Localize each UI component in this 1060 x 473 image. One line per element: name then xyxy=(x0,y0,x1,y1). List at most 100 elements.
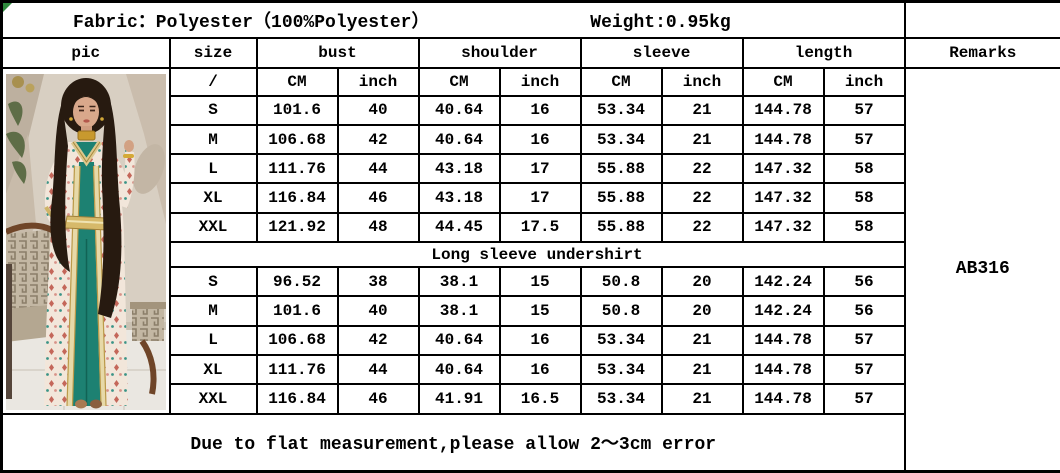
measurement-cell: 96.52 xyxy=(257,267,338,296)
top-right-empty-cell xyxy=(905,2,1060,38)
measurement-cell: 17.5 xyxy=(500,213,581,242)
col-header-sleeve: sleeve xyxy=(581,38,743,68)
size-label-cell: XL xyxy=(170,183,257,212)
measurement-cell: 20 xyxy=(662,296,743,325)
measurement-cell: 144.78 xyxy=(743,355,824,384)
measurement-cell: 55.88 xyxy=(581,183,662,212)
measurement-cell: 144.78 xyxy=(743,326,824,355)
measurement-cell: 57 xyxy=(824,96,905,125)
col-header-shoulder: shoulder xyxy=(419,38,581,68)
measurement-cell: 40.64 xyxy=(419,326,500,355)
measurement-cell: 22 xyxy=(662,183,743,212)
measurement-cell: 53.34 xyxy=(581,125,662,154)
size-label-cell: XL xyxy=(170,355,257,384)
weight-label: Weight:0.95kg xyxy=(590,13,730,33)
measurement-cell: 116.84 xyxy=(257,384,338,413)
length-inch-header: inch xyxy=(824,68,905,96)
fabric-label: Fabric：Polyester（100%Polyester） xyxy=(73,13,429,33)
measurement-cell: 55.88 xyxy=(581,154,662,183)
measurement-cell: 147.32 xyxy=(743,154,824,183)
sleeve-cm-header: CM xyxy=(581,68,662,96)
sleeve-inch-header: inch xyxy=(662,68,743,96)
measurement-cell: 57 xyxy=(824,355,905,384)
column-header-row: pic size bust shoulder sleeve length Rem… xyxy=(2,38,1060,68)
measurement-cell: 41.91 xyxy=(419,384,500,413)
measurement-cell: 16 xyxy=(500,355,581,384)
measurement-cell: 57 xyxy=(824,384,905,413)
size-unit-cell: / xyxy=(170,68,257,96)
col-header-length: length xyxy=(743,38,905,68)
bracelet xyxy=(123,154,134,158)
length-cm-header: CM xyxy=(743,68,824,96)
measurement-cell: 144.78 xyxy=(743,125,824,154)
measurement-cell: 53.34 xyxy=(581,355,662,384)
col-header-pic: pic xyxy=(2,38,170,68)
measurement-cell: 43.18 xyxy=(419,183,500,212)
size-label-cell: L xyxy=(170,154,257,183)
measurement-cell: 101.6 xyxy=(257,96,338,125)
fabric-weight-cell: Fabric：Polyester（100%Polyester） Weight:0… xyxy=(2,2,905,38)
measurement-cell: 21 xyxy=(662,96,743,125)
measurement-cell: 21 xyxy=(662,355,743,384)
unit-header-row: / CM inch CM inch CM inch CM inch AB316 xyxy=(2,68,1060,96)
measurement-cell: 40 xyxy=(338,96,419,125)
measurement-cell: 144.78 xyxy=(743,384,824,413)
measurement-cell: 16.5 xyxy=(500,384,581,413)
measurement-cell: 50.8 xyxy=(581,296,662,325)
measurement-cell: 42 xyxy=(338,125,419,154)
product-photo xyxy=(6,74,166,410)
measurement-cell: 58 xyxy=(824,213,905,242)
col-header-bust: bust xyxy=(257,38,419,68)
measurement-cell: 58 xyxy=(824,183,905,212)
measurement-cell: 50.8 xyxy=(581,267,662,296)
measurement-cell: 111.76 xyxy=(257,355,338,384)
measurement-cell: 53.34 xyxy=(581,384,662,413)
measurement-cell: 44 xyxy=(338,154,419,183)
choker xyxy=(78,131,95,140)
size-label-cell: M xyxy=(170,296,257,325)
measurement-cell: 46 xyxy=(338,183,419,212)
measurement-cell: 48 xyxy=(338,213,419,242)
measurement-cell: 40.64 xyxy=(419,125,500,154)
measurement-cell: 15 xyxy=(500,267,581,296)
size-label-cell: S xyxy=(170,96,257,125)
shoulder-cm-header: CM xyxy=(419,68,500,96)
measurement-cell: 55.88 xyxy=(581,213,662,242)
measurement-cell: 106.68 xyxy=(257,326,338,355)
size-label-cell: S xyxy=(170,267,257,296)
measurement-cell: 21 xyxy=(662,384,743,413)
size-label-cell: M xyxy=(170,125,257,154)
title-row: Fabric：Polyester（100%Polyester） Weight:0… xyxy=(2,2,1060,38)
bust-inch-header: inch xyxy=(338,68,419,96)
measurement-cell: 57 xyxy=(824,125,905,154)
size-label-cell: L xyxy=(170,326,257,355)
measurement-cell: 56 xyxy=(824,296,905,325)
measurement-cell: 22 xyxy=(662,154,743,183)
measurement-cell: 46 xyxy=(338,384,419,413)
col-header-remarks: Remarks xyxy=(905,38,1060,68)
size-label-cell: XXL xyxy=(170,384,257,413)
measurement-cell: 111.76 xyxy=(257,154,338,183)
measurement-cell: 144.78 xyxy=(743,96,824,125)
measurement-cell: 57 xyxy=(824,326,905,355)
measurement-cell: 16 xyxy=(500,96,581,125)
measurement-cell: 17 xyxy=(500,183,581,212)
remarks-value-cell: AB316 xyxy=(905,68,1060,472)
measurement-cell: 40.64 xyxy=(419,96,500,125)
remarks-value: AB316 xyxy=(956,259,1010,279)
measurement-cell: 142.24 xyxy=(743,267,824,296)
measurement-cell: 147.32 xyxy=(743,183,824,212)
measurement-cell: 38 xyxy=(338,267,419,296)
measurement-cell: 38.1 xyxy=(419,267,500,296)
measurement-cell: 44 xyxy=(338,355,419,384)
measurement-cell: 101.6 xyxy=(257,296,338,325)
size-label-cell: XXL xyxy=(170,213,257,242)
note-text: Due to flat measurement,please allow 2～3… xyxy=(2,414,905,472)
product-photo-cell xyxy=(2,68,170,414)
measurement-cell: 121.92 xyxy=(257,213,338,242)
measurement-cell: 15 xyxy=(500,296,581,325)
measurement-cell: 22 xyxy=(662,213,743,242)
measurement-cell: 44.45 xyxy=(419,213,500,242)
note-row: Due to flat measurement,please allow 2～3… xyxy=(2,414,1060,472)
green-corner-marker xyxy=(3,3,12,12)
